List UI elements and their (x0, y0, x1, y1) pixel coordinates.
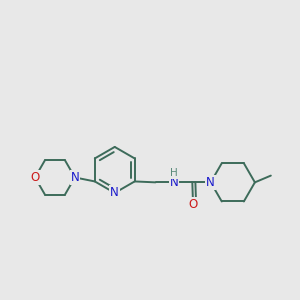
Text: N: N (110, 186, 119, 200)
Text: N: N (70, 171, 79, 184)
Text: H: H (170, 168, 178, 178)
Text: O: O (30, 171, 40, 184)
Text: N: N (206, 176, 215, 189)
Text: O: O (188, 198, 198, 211)
Text: N: N (169, 176, 178, 189)
